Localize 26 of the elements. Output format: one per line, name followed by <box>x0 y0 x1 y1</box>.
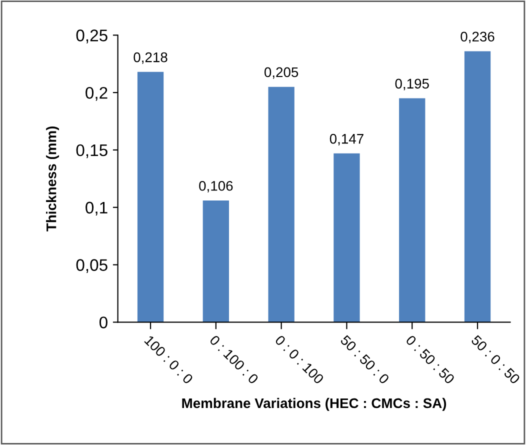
data-label: 0,147 <box>330 134 364 146</box>
y-tick-label: 0,15 <box>76 144 108 158</box>
x-tick-label: 0 : 100 : 0 <box>209 334 259 384</box>
data-label: 0,195 <box>395 78 429 90</box>
x-tick-label: 100 : 0 : 0 <box>144 334 194 384</box>
x-tick-label: 50 : 0 : 50 <box>470 334 521 384</box>
data-label: 0,218 <box>134 52 168 64</box>
bar <box>137 72 164 322</box>
bar <box>464 51 491 322</box>
data-label: 0,236 <box>460 32 494 44</box>
y-axis-title: Thickness (mm) <box>46 126 59 232</box>
bar <box>399 98 426 322</box>
y-tick-label: 0,05 <box>76 259 108 273</box>
bar <box>202 200 230 322</box>
x-tick-label: 0 : 50 : 50 <box>405 334 456 384</box>
y-tick-label: 0,25 <box>76 30 108 44</box>
data-label: 0,106 <box>199 180 233 192</box>
y-tick-label: 0,2 <box>86 86 108 101</box>
x-tick-label: 50 : 50 : 0 <box>340 334 390 384</box>
x-axis-title: Membrane Variations (HEC : CMCs : SA) <box>182 398 446 411</box>
x-tick-label: 0 : 0 : 100 <box>274 334 324 384</box>
bar <box>334 153 360 322</box>
y-tick-label: 0 <box>99 316 108 328</box>
y-tick-label: 0,1 <box>86 202 108 216</box>
data-label: 0,205 <box>264 67 298 79</box>
bar <box>268 86 294 322</box>
